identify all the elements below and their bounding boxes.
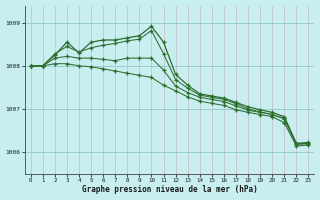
X-axis label: Graphe pression niveau de la mer (hPa): Graphe pression niveau de la mer (hPa) [82, 185, 258, 194]
